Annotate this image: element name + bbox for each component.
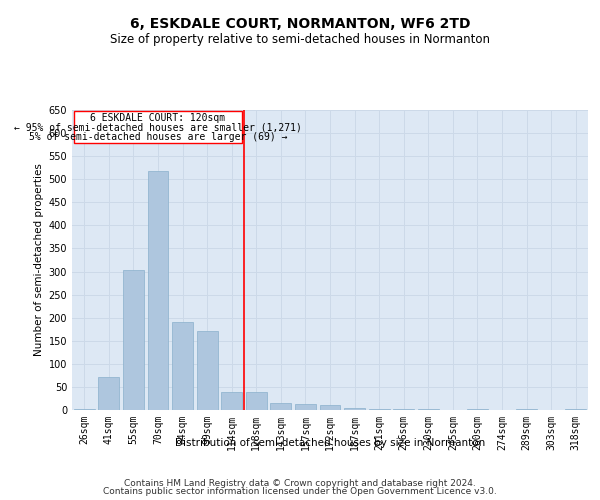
Bar — [516, 409, 537, 410]
Text: 6, ESKDALE COURT, NORMANTON, WF6 2TD: 6, ESKDALE COURT, NORMANTON, WF6 2TD — [130, 18, 470, 32]
Bar — [320, 406, 340, 410]
Text: Size of property relative to semi-detached houses in Normanton: Size of property relative to semi-detach… — [110, 32, 490, 46]
Text: Distribution of semi-detached houses by size in Normanton: Distribution of semi-detached houses by … — [175, 438, 485, 448]
Bar — [246, 392, 267, 410]
Bar — [148, 172, 169, 410]
FancyBboxPatch shape — [74, 111, 242, 143]
Bar — [344, 408, 365, 410]
Bar — [467, 408, 488, 410]
Bar — [393, 409, 414, 410]
Bar — [98, 377, 119, 410]
Bar — [418, 409, 439, 410]
Bar — [221, 392, 242, 410]
Bar — [197, 330, 218, 410]
Text: Contains HM Land Registry data © Crown copyright and database right 2024.: Contains HM Land Registry data © Crown c… — [124, 478, 476, 488]
Text: 6 ESKDALE COURT: 120sqm: 6 ESKDALE COURT: 120sqm — [91, 113, 226, 123]
Bar — [295, 404, 316, 410]
Bar — [271, 403, 292, 410]
Bar — [565, 409, 586, 410]
Bar — [74, 408, 95, 410]
Bar — [123, 270, 144, 410]
Text: ← 95% of semi-detached houses are smaller (1,271): ← 95% of semi-detached houses are smalle… — [14, 122, 302, 132]
Y-axis label: Number of semi-detached properties: Number of semi-detached properties — [34, 164, 44, 356]
Text: Contains public sector information licensed under the Open Government Licence v3: Contains public sector information licen… — [103, 487, 497, 496]
Text: 5% of semi-detached houses are larger (69) →: 5% of semi-detached houses are larger (6… — [29, 132, 287, 142]
Bar — [368, 408, 389, 410]
Bar — [172, 322, 193, 410]
